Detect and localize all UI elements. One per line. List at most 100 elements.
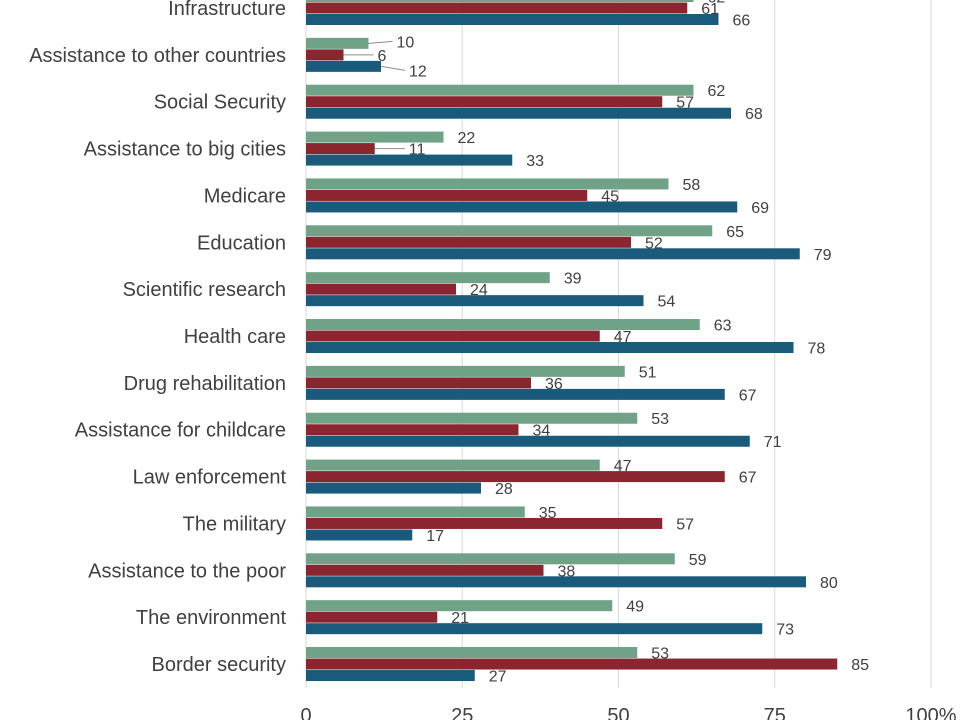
bar xyxy=(306,319,700,331)
bar xyxy=(306,471,725,483)
bar xyxy=(306,611,438,623)
bar xyxy=(306,482,481,494)
category-label: Health care xyxy=(184,326,286,348)
value-label: 38 xyxy=(558,563,576,580)
value-label: 57 xyxy=(676,516,694,533)
bar xyxy=(306,131,444,143)
bar xyxy=(306,529,413,541)
x-tick-label: 75 xyxy=(764,705,786,720)
value-label: 85 xyxy=(851,657,869,674)
leader-line xyxy=(368,40,393,44)
value-label: 52 xyxy=(645,235,663,252)
bar xyxy=(306,576,806,588)
bar xyxy=(306,647,638,659)
value-label: 22 xyxy=(458,130,476,147)
category-label: Drug rehabilitation xyxy=(124,373,286,395)
category-label: The environment xyxy=(136,607,287,629)
bar xyxy=(306,388,725,400)
bar xyxy=(306,248,800,260)
category-label: Assistance to other countries xyxy=(29,45,286,67)
value-label: 49 xyxy=(626,599,644,616)
bar xyxy=(306,0,694,2)
bar xyxy=(306,225,713,237)
value-label: 36 xyxy=(545,376,563,393)
value-label: 73 xyxy=(776,622,794,639)
value-label: 67 xyxy=(739,470,757,487)
value-labels: 6261661061262576822113358456965527939245… xyxy=(343,0,869,686)
bar xyxy=(306,424,519,436)
value-label: 78 xyxy=(808,341,826,358)
value-label: 24 xyxy=(470,282,488,299)
value-label: 12 xyxy=(409,63,427,80)
value-label: 17 xyxy=(426,528,444,545)
category-label: Assistance to big cities xyxy=(84,139,286,161)
bar xyxy=(306,96,663,108)
bar xyxy=(306,553,675,565)
value-label: 53 xyxy=(651,411,669,428)
x-tick-label: 25 xyxy=(451,705,473,720)
value-label: 47 xyxy=(614,458,632,475)
bar xyxy=(306,295,644,307)
bar xyxy=(306,178,669,190)
bar xyxy=(306,201,738,213)
bar xyxy=(306,459,600,471)
bars xyxy=(306,0,838,682)
category-label: Education xyxy=(197,232,286,254)
value-label: 80 xyxy=(820,575,838,592)
category-label: Assistance for childcare xyxy=(75,420,286,442)
bar xyxy=(306,658,838,670)
value-label: 54 xyxy=(658,294,676,311)
value-label: 34 xyxy=(533,423,551,440)
value-label: 53 xyxy=(651,646,669,663)
x-tick-label: 50 xyxy=(607,705,629,720)
bar xyxy=(306,60,381,72)
category-labels: Infrastructure Assistance to other countr… xyxy=(29,0,286,676)
bar xyxy=(306,330,600,342)
value-label: 69 xyxy=(751,200,769,217)
leader-line xyxy=(380,65,406,71)
value-label: 63 xyxy=(714,318,732,335)
category-label: Assistance to the poor xyxy=(88,560,286,582)
value-label: 51 xyxy=(639,364,657,381)
bar xyxy=(306,506,525,518)
value-label: 6 xyxy=(378,48,387,65)
value-label: 65 xyxy=(726,224,744,241)
value-label: 33 xyxy=(526,153,544,170)
bar xyxy=(306,365,625,377)
value-label: 47 xyxy=(614,329,632,346)
x-tick-label: 0 xyxy=(300,705,311,720)
bar xyxy=(306,49,344,61)
category-label: Social Security xyxy=(154,92,286,114)
value-label: 62 xyxy=(708,0,726,7)
category-label: Border security xyxy=(152,654,287,676)
value-label: 10 xyxy=(397,34,415,51)
x-axis-tick-labels: 0 25 50 75 100% xyxy=(300,705,956,720)
value-label: 35 xyxy=(539,505,557,522)
bar xyxy=(306,272,550,284)
category-label: The military xyxy=(183,513,286,535)
value-label: 39 xyxy=(564,271,582,288)
category-label: Infrastructure xyxy=(168,0,286,20)
value-label: 62 xyxy=(708,83,726,100)
value-label: 45 xyxy=(601,188,619,205)
bar xyxy=(306,670,475,682)
bar xyxy=(306,143,375,155)
bar xyxy=(306,564,544,576)
value-label: 67 xyxy=(739,387,757,404)
bar xyxy=(306,2,688,14)
bar xyxy=(306,37,369,49)
bar xyxy=(306,435,750,447)
bar xyxy=(306,377,531,389)
value-label: 71 xyxy=(764,434,782,451)
bar xyxy=(306,84,694,96)
value-label: 61 xyxy=(701,1,719,18)
bar xyxy=(306,600,613,612)
value-label: 57 xyxy=(676,95,694,112)
bar xyxy=(306,283,456,295)
bar xyxy=(306,154,513,166)
category-label: Scientific research xyxy=(123,279,286,301)
bar xyxy=(306,107,731,119)
bar xyxy=(306,189,588,201)
bar xyxy=(306,412,638,424)
